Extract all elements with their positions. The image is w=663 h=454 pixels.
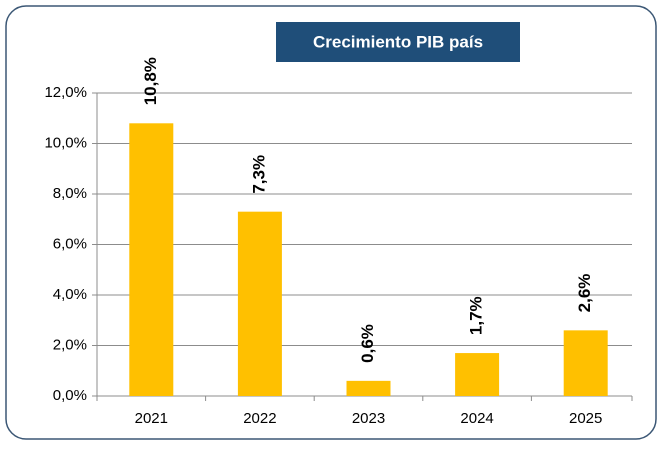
x-tick-label: 2023 <box>352 410 385 427</box>
y-tick-label: 6,0% <box>53 235 87 252</box>
chart-frame <box>5 5 657 440</box>
data-label: 7,3% <box>249 155 268 194</box>
bar <box>346 380 391 396</box>
chart-title: Crecimiento PIB país <box>313 32 483 51</box>
y-tick-label: 4,0% <box>53 286 87 303</box>
y-tick-label: 10,0% <box>44 134 87 151</box>
bar <box>237 211 282 396</box>
y-tick-label: 8,0% <box>53 185 87 202</box>
x-tick-label: 2021 <box>135 410 168 427</box>
data-label: 1,7% <box>467 296 486 335</box>
bar <box>455 353 500 396</box>
bar <box>563 330 608 396</box>
title-box <box>276 22 520 62</box>
y-tick-label: 2,0% <box>53 336 87 353</box>
x-tick-label: 2025 <box>569 410 602 427</box>
data-label: 10,8% <box>141 57 160 105</box>
x-tick-label: 2022 <box>243 410 276 427</box>
x-tick-label: 2024 <box>460 410 493 427</box>
y-tick-label: 0,0% <box>53 387 87 404</box>
y-tick-label: 12,0% <box>44 84 87 101</box>
bar <box>129 123 174 397</box>
data-label: 0,6% <box>358 324 377 363</box>
data-label: 2,6% <box>575 274 594 313</box>
